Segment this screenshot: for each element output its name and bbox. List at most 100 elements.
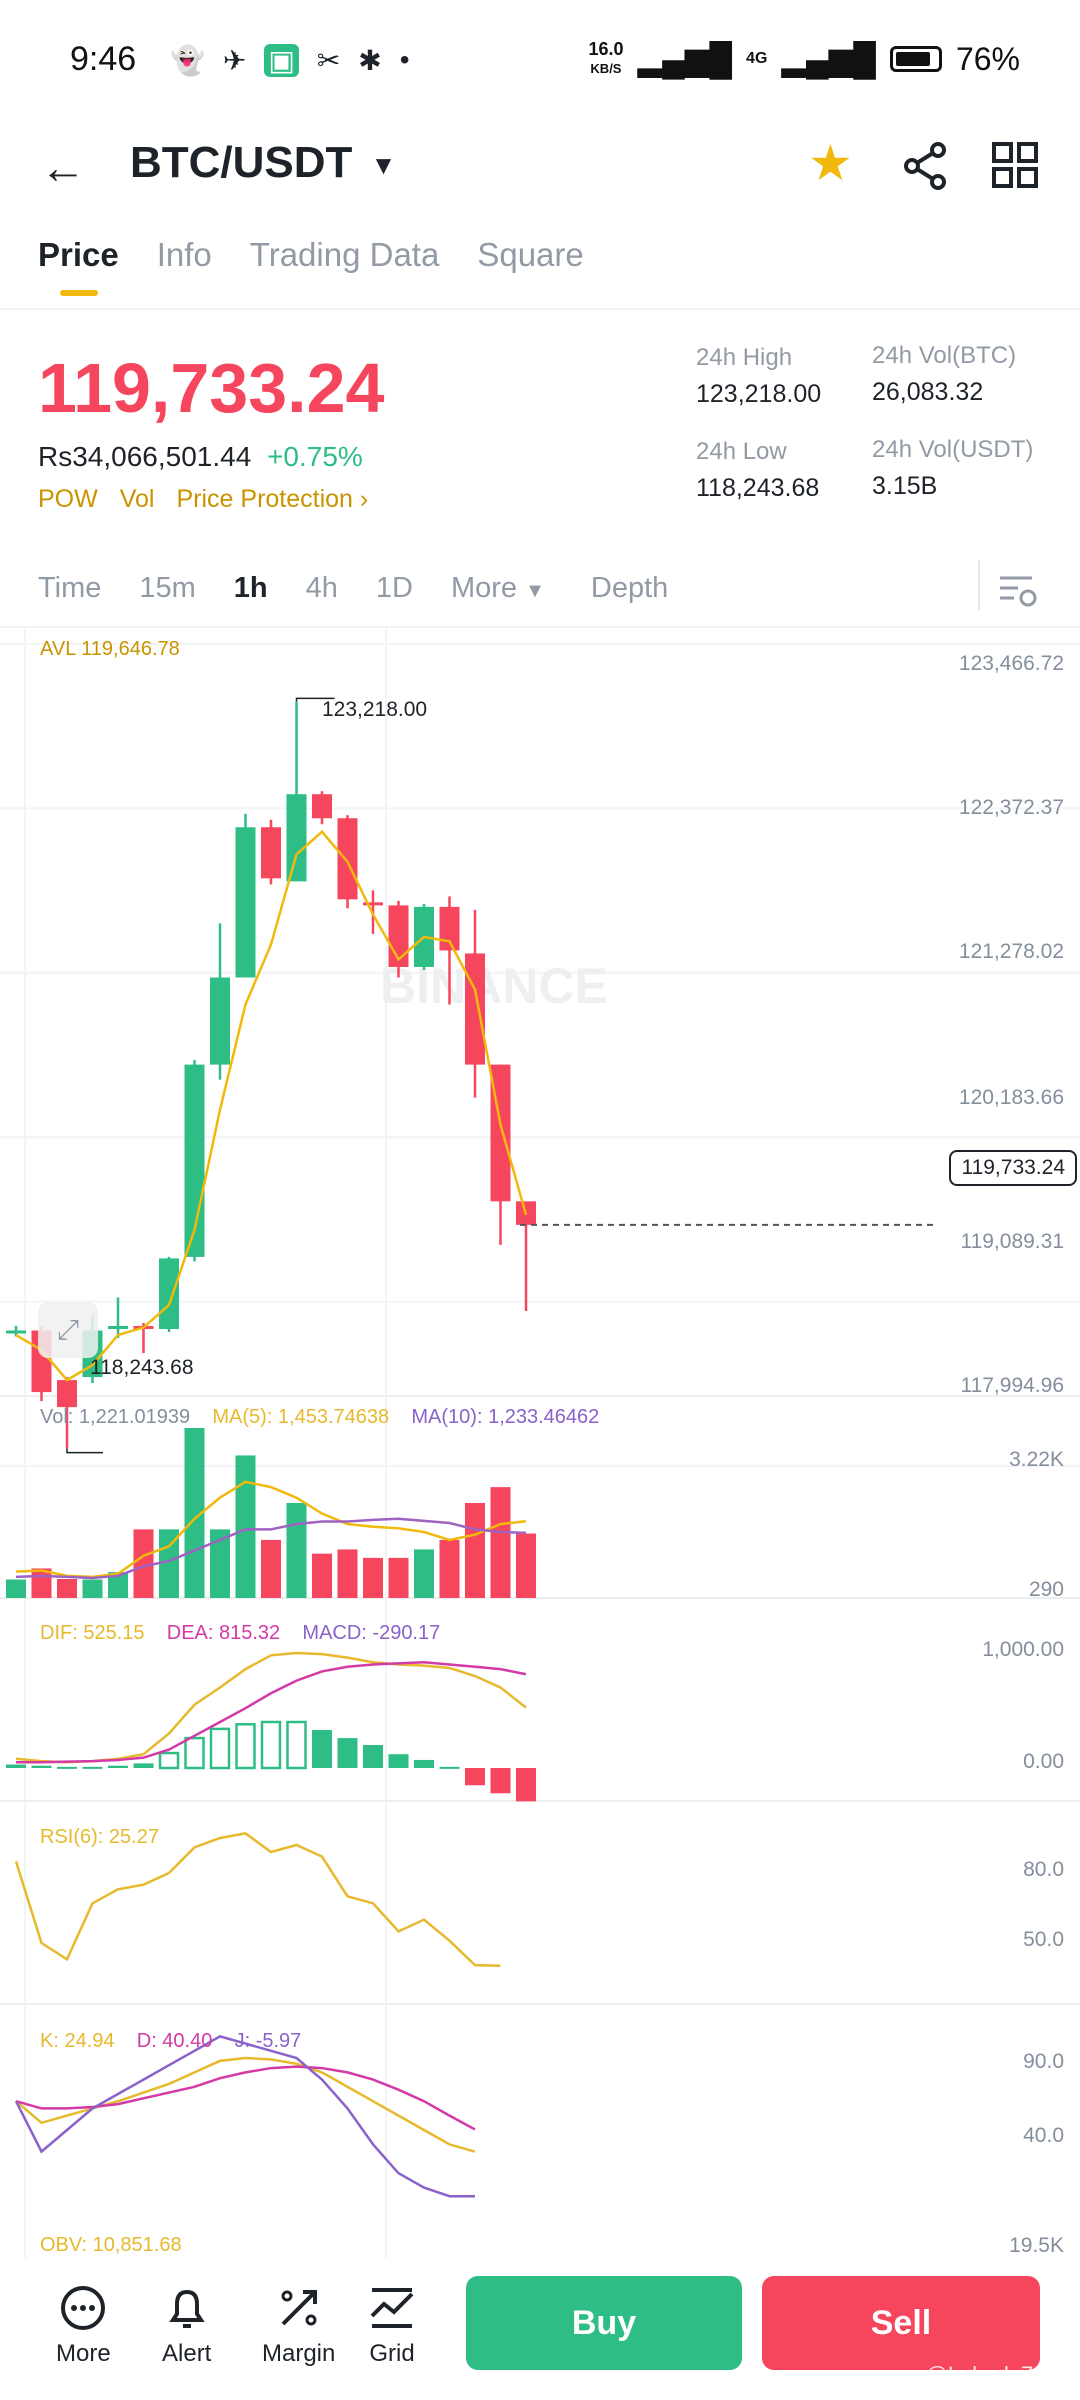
candle (108, 1326, 128, 1330)
tag-price-protection[interactable]: Price Protection › (176, 485, 369, 513)
tab-trading-data[interactable]: Trading Data (249, 236, 440, 273)
volume-bar (286, 1502, 307, 1598)
app-icon: ▣ (264, 44, 299, 77)
grid-menu-icon[interactable] (992, 142, 1038, 188)
interval-15m[interactable]: 15m (139, 572, 196, 604)
battery-icon (889, 46, 942, 72)
divider (0, 626, 1080, 628)
buy-button[interactable]: Buy (466, 2276, 742, 2370)
macd-bar (414, 1759, 434, 1768)
macd-bar (363, 1745, 383, 1768)
macd-legend: DIF: 525.15 DEA: 815.32 MACD: -290.17 (40, 1622, 441, 1644)
status-right: 16.0 KB/S ▂▄▆█ 4G ▂▄▆█ 76% (588, 40, 1020, 78)
status-bar: 9:46 👻 ✈ ▣ ✂ ✱ • 16.0 KB/S ▂▄▆█ 4G ▂▄▆█ 7… (0, 0, 1080, 120)
share-icon[interactable] (902, 142, 950, 190)
stat-24h-high: 24h High 123,218.00 (696, 344, 822, 408)
network-type: 4G (746, 50, 768, 67)
candle (337, 818, 358, 900)
chart-settings-icon[interactable] (998, 572, 1038, 610)
y-tick: 122,372.37 (958, 796, 1064, 819)
macd-bar (235, 1723, 256, 1770)
volume-bar (261, 1539, 281, 1598)
telegram-icon: ✈ (222, 45, 247, 76)
volume-bars (6, 1428, 536, 1598)
pair-selector[interactable]: BTC/USDT ▼ (130, 138, 396, 188)
obv-legend: OBV: 10,851.68 (40, 2234, 182, 2256)
y-tick: 117,994.96 (960, 1374, 1064, 1397)
stat-24h-vol-usdt: 24h Vol(USDT) 3.15B (872, 436, 1034, 500)
interval-more[interactable]: More ▼ (450, 572, 545, 604)
sell-button[interactable]: Sell (762, 2276, 1040, 2370)
candle (465, 953, 485, 1065)
last-price: 119,733.24 (38, 349, 385, 427)
favorite-star-icon[interactable]: ★ (808, 135, 853, 191)
macd-bar (31, 1765, 52, 1768)
tab-price[interactable]: Price (38, 236, 119, 296)
interval-time[interactable]: Time (38, 572, 102, 604)
kdj-axis-top: 90.0 (1023, 2050, 1064, 2073)
volume-bar (388, 1557, 409, 1598)
chevron-right-icon: › (359, 485, 369, 513)
low-marker-label: 118,243.68 (90, 1356, 194, 1379)
volume-bar (337, 1549, 358, 1598)
y-tick: 121,278.02 (958, 940, 1064, 963)
macd-bar (133, 1763, 154, 1768)
tab-info[interactable]: Info (156, 236, 212, 273)
volume-bar (414, 1549, 434, 1598)
volume-bar (184, 1428, 205, 1598)
macd-bar (516, 1768, 536, 1802)
rsi-legend: RSI(6): 25.27 (40, 1826, 159, 1848)
volume-bar (516, 1533, 536, 1598)
expand-icon[interactable]: ⤢ (38, 1302, 98, 1358)
back-arrow-icon[interactable]: ← (40, 141, 86, 193)
grid-bot-icon (370, 2288, 414, 2328)
caret-down-icon: ▼ (525, 580, 545, 602)
candle (312, 794, 332, 819)
bottom-margin[interactable]: Margin (262, 2284, 335, 2368)
volume-bar (465, 1502, 485, 1598)
macd-bar (490, 1768, 511, 1794)
divider (978, 560, 980, 610)
low-marker-line (66, 1448, 103, 1454)
tag-vol[interactable]: Vol (119, 485, 155, 513)
high-marker-label: 123,218.00 (322, 698, 428, 721)
interval-4h[interactable]: 4h (305, 572, 338, 604)
candles (6, 701, 536, 1449)
macd-bar (439, 1766, 460, 1769)
bottom-action-bar: More Alert Margin Grid Buy Sell @Irshad_… (0, 2258, 1080, 2400)
macd-bar (184, 1736, 205, 1770)
macd-bar (337, 1738, 358, 1768)
kdj-axis-mid: 40.0 (1023, 2124, 1064, 2147)
binance-watermark: BINANCE (380, 958, 608, 1014)
d-line (15, 2065, 476, 2131)
signal-icon: ▂▄▆█ (637, 41, 733, 77)
signal2-icon: ▂▄▆█ (781, 41, 876, 77)
interval-1d[interactable]: 1D (375, 572, 413, 604)
candle (159, 1258, 179, 1330)
obv-axis-top: 19.5K (1009, 2234, 1064, 2257)
bottom-grid[interactable]: Grid (368, 2284, 416, 2368)
macd-bar (388, 1754, 409, 1768)
tag-row: POW Vol Price Protection › (38, 485, 368, 514)
y-tick: 120,183.66 (958, 1086, 1064, 1109)
volume-bar (159, 1529, 179, 1598)
tab-square[interactable]: Square (477, 236, 584, 273)
rsi-line (14, 1832, 501, 1967)
interval-1h[interactable]: 1h (233, 572, 268, 604)
volume-bar (108, 1572, 128, 1598)
macd-bar (108, 1765, 128, 1768)
interval-depth[interactable]: Depth (590, 572, 669, 604)
kline-chart[interactable]: BINANCE (0, 628, 1080, 2258)
volume-ma5-line (15, 1480, 527, 1579)
pair-title: BTC/USDT (130, 138, 353, 187)
rsi-axis-mid: 50.0 (1023, 1928, 1064, 1951)
snapchat-icon: 👻 (170, 45, 205, 76)
bell-icon (168, 2289, 205, 2328)
battery-level: 76% (955, 40, 1020, 77)
bottom-alert[interactable]: Alert (162, 2284, 211, 2368)
candle (286, 794, 307, 882)
candle (235, 827, 256, 978)
volume-axis-top: 3.22K (1009, 1448, 1064, 1471)
tag-pow[interactable]: POW (38, 485, 98, 513)
bottom-more[interactable]: More (56, 2284, 111, 2368)
